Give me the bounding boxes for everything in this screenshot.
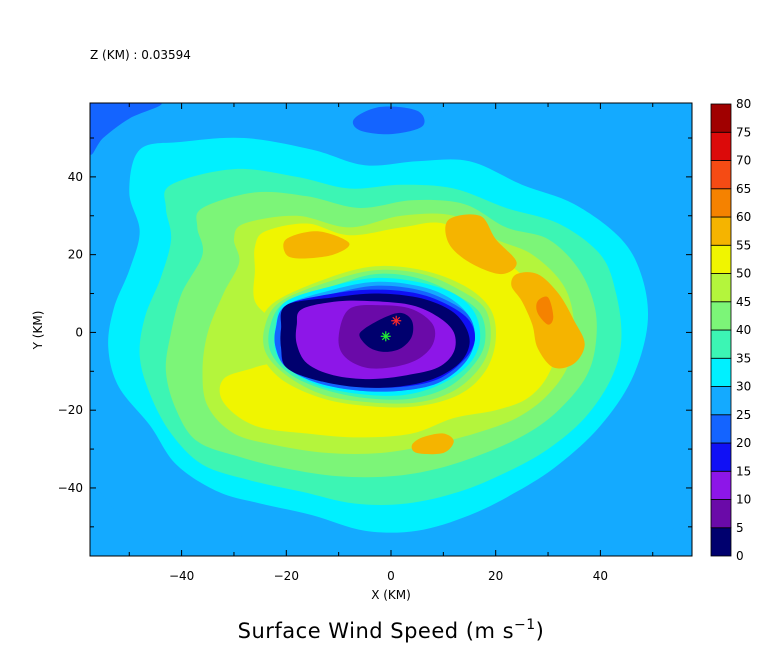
- colorbar-label: 25: [736, 408, 751, 422]
- y-tick-label: 0: [75, 325, 83, 339]
- x-tick-label: 40: [593, 569, 608, 583]
- x-tick-label: 20: [488, 569, 503, 583]
- center-marker-0: [391, 315, 402, 326]
- colorbar-swatch-20: [710, 414, 732, 444]
- contour-fills: [90, 103, 692, 556]
- chart-title: Surface Wind Speed (m s−1): [238, 617, 545, 643]
- colorbar-swatch-0: [710, 527, 732, 557]
- x-tick-label: −40: [169, 569, 194, 583]
- colorbar-label: 30: [736, 380, 751, 394]
- x-axis-label: X (KM): [371, 588, 411, 602]
- colorbar-label: 45: [736, 295, 751, 309]
- axis-ticks: −40 −20 0 20 40 −40 −20 0 20 40: [58, 103, 692, 583]
- x-tick-label: 0: [387, 569, 395, 583]
- colorbar-label: 75: [736, 125, 751, 139]
- colorbar: 0 5 10 15 20 25 30 35 40 45 50 55 60 65 70 75 80: [710, 97, 751, 563]
- contour-region-20-28: [352, 106, 425, 135]
- colorbar-swatch-70: [710, 131, 732, 161]
- colorbar-label: 5: [736, 521, 744, 535]
- colorbar-label: 0: [736, 549, 744, 563]
- contour-region-55-6: [445, 214, 517, 275]
- colorbar-swatch-10: [710, 470, 732, 500]
- colorbar-label: 35: [736, 351, 751, 365]
- storm-center-markers: [380, 315, 402, 342]
- contour-region-55-8: [411, 433, 454, 455]
- colorbar-label: 60: [736, 210, 751, 224]
- contour-region-60-9: [536, 296, 554, 325]
- chart-title-superscript: −1: [514, 617, 536, 633]
- colorbar-swatch-75: [710, 103, 732, 133]
- colorbar-label: 20: [736, 436, 751, 450]
- contour-region-20-27: [90, 103, 162, 155]
- chart-title-main: Surface Wind Speed (m s: [238, 619, 514, 643]
- colorbar-swatch-50: [710, 244, 732, 274]
- colorbar-swatch-65: [710, 160, 732, 190]
- colorbar-label: 80: [736, 97, 751, 111]
- colorbar-label: 10: [736, 493, 751, 507]
- contour-region-25-25: [169, 518, 245, 547]
- y-tick-label: 40: [68, 170, 83, 184]
- contour-region-55-5: [283, 231, 350, 259]
- y-tick-label: −20: [58, 403, 83, 417]
- colorbar-label: 70: [736, 154, 751, 168]
- contour-region-25-22: [662, 103, 692, 132]
- colorbar-label: 50: [736, 267, 751, 281]
- y-tick-label: 20: [68, 248, 83, 262]
- colorbar-swatch-5: [710, 499, 732, 529]
- x-tick-label: −20: [274, 569, 299, 583]
- colorbar-swatch-45: [710, 273, 732, 303]
- colorbar-label: 55: [736, 238, 751, 252]
- colorbar-swatch-40: [710, 301, 732, 331]
- center-marker-1: [380, 331, 391, 342]
- colorbar-swatch-15: [710, 442, 732, 472]
- chart-title-suffix: ): [536, 619, 545, 643]
- y-axis-label: Y (KM): [31, 311, 45, 351]
- contour-region-25-23: [90, 477, 200, 556]
- colorbar-label: 15: [736, 464, 751, 478]
- y-tick-label: −40: [58, 481, 83, 495]
- contour-region-25-24: [597, 518, 692, 556]
- colorbar-label: 40: [736, 323, 751, 337]
- z-level-label: Z (KM) : 0.03594: [90, 48, 191, 62]
- colorbar-label: 65: [736, 182, 751, 196]
- colorbar-swatch-35: [710, 329, 732, 359]
- colorbar-swatch-60: [710, 188, 732, 218]
- colorbar-swatch-25: [710, 386, 732, 416]
- colorbar-swatch-30: [710, 357, 732, 387]
- colorbar-swatch-55: [710, 216, 732, 246]
